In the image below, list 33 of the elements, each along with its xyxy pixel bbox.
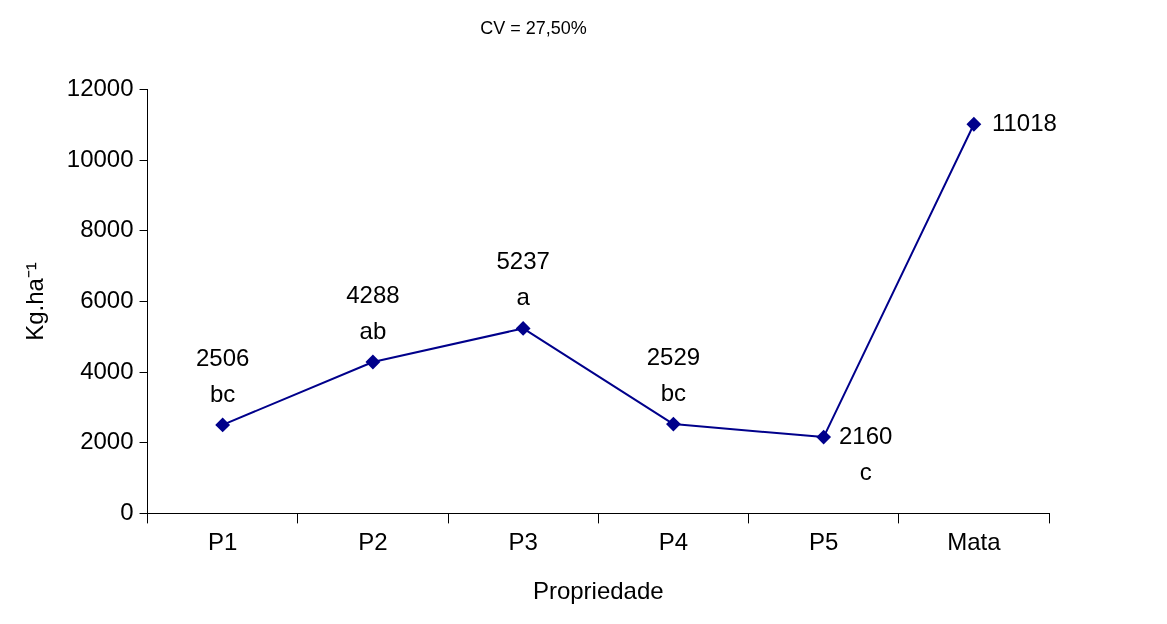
data-label: 2529: [646, 342, 701, 370]
x-tick-label: P2: [358, 528, 388, 556]
x-tick-label: P4: [658, 528, 689, 556]
data-label: 2160: [838, 421, 893, 449]
data-label: 4288: [346, 280, 400, 308]
annotation: bc: [209, 379, 236, 407]
chart-title: CV = 27,50%: [480, 17, 587, 38]
y-axis-title: Kg.ha⁻¹: [21, 262, 49, 341]
y-tick-label: 8000: [80, 215, 134, 243]
y-tick-label: 10000: [66, 144, 134, 172]
x-tick-label: P5: [808, 528, 839, 556]
annotation: c: [859, 457, 872, 485]
x-tick-label: Mata: [947, 528, 1002, 556]
point: [365, 354, 380, 369]
y-tick-label: 12000: [66, 74, 134, 102]
y-tick-label: 0: [120, 498, 134, 526]
annotation: bc: [660, 378, 687, 406]
point: [666, 417, 681, 432]
y-tick-label: 2000: [80, 427, 134, 455]
data-label: 2506: [195, 343, 250, 371]
data-label: 11018: [991, 108, 1057, 136]
x-axis-title: Propriedade: [532, 577, 664, 605]
annotation: a: [516, 283, 531, 311]
point: [816, 430, 831, 445]
y-tick-label: 4000: [80, 356, 134, 384]
y-tick-label: 6000: [80, 286, 134, 314]
point: [966, 117, 981, 132]
data-label: 5237: [496, 247, 550, 275]
x-tick-label: P3: [508, 528, 538, 556]
point: [516, 321, 531, 336]
annotation: ab: [359, 316, 387, 344]
point: [215, 417, 230, 432]
x-tick-label: P1: [207, 528, 238, 556]
